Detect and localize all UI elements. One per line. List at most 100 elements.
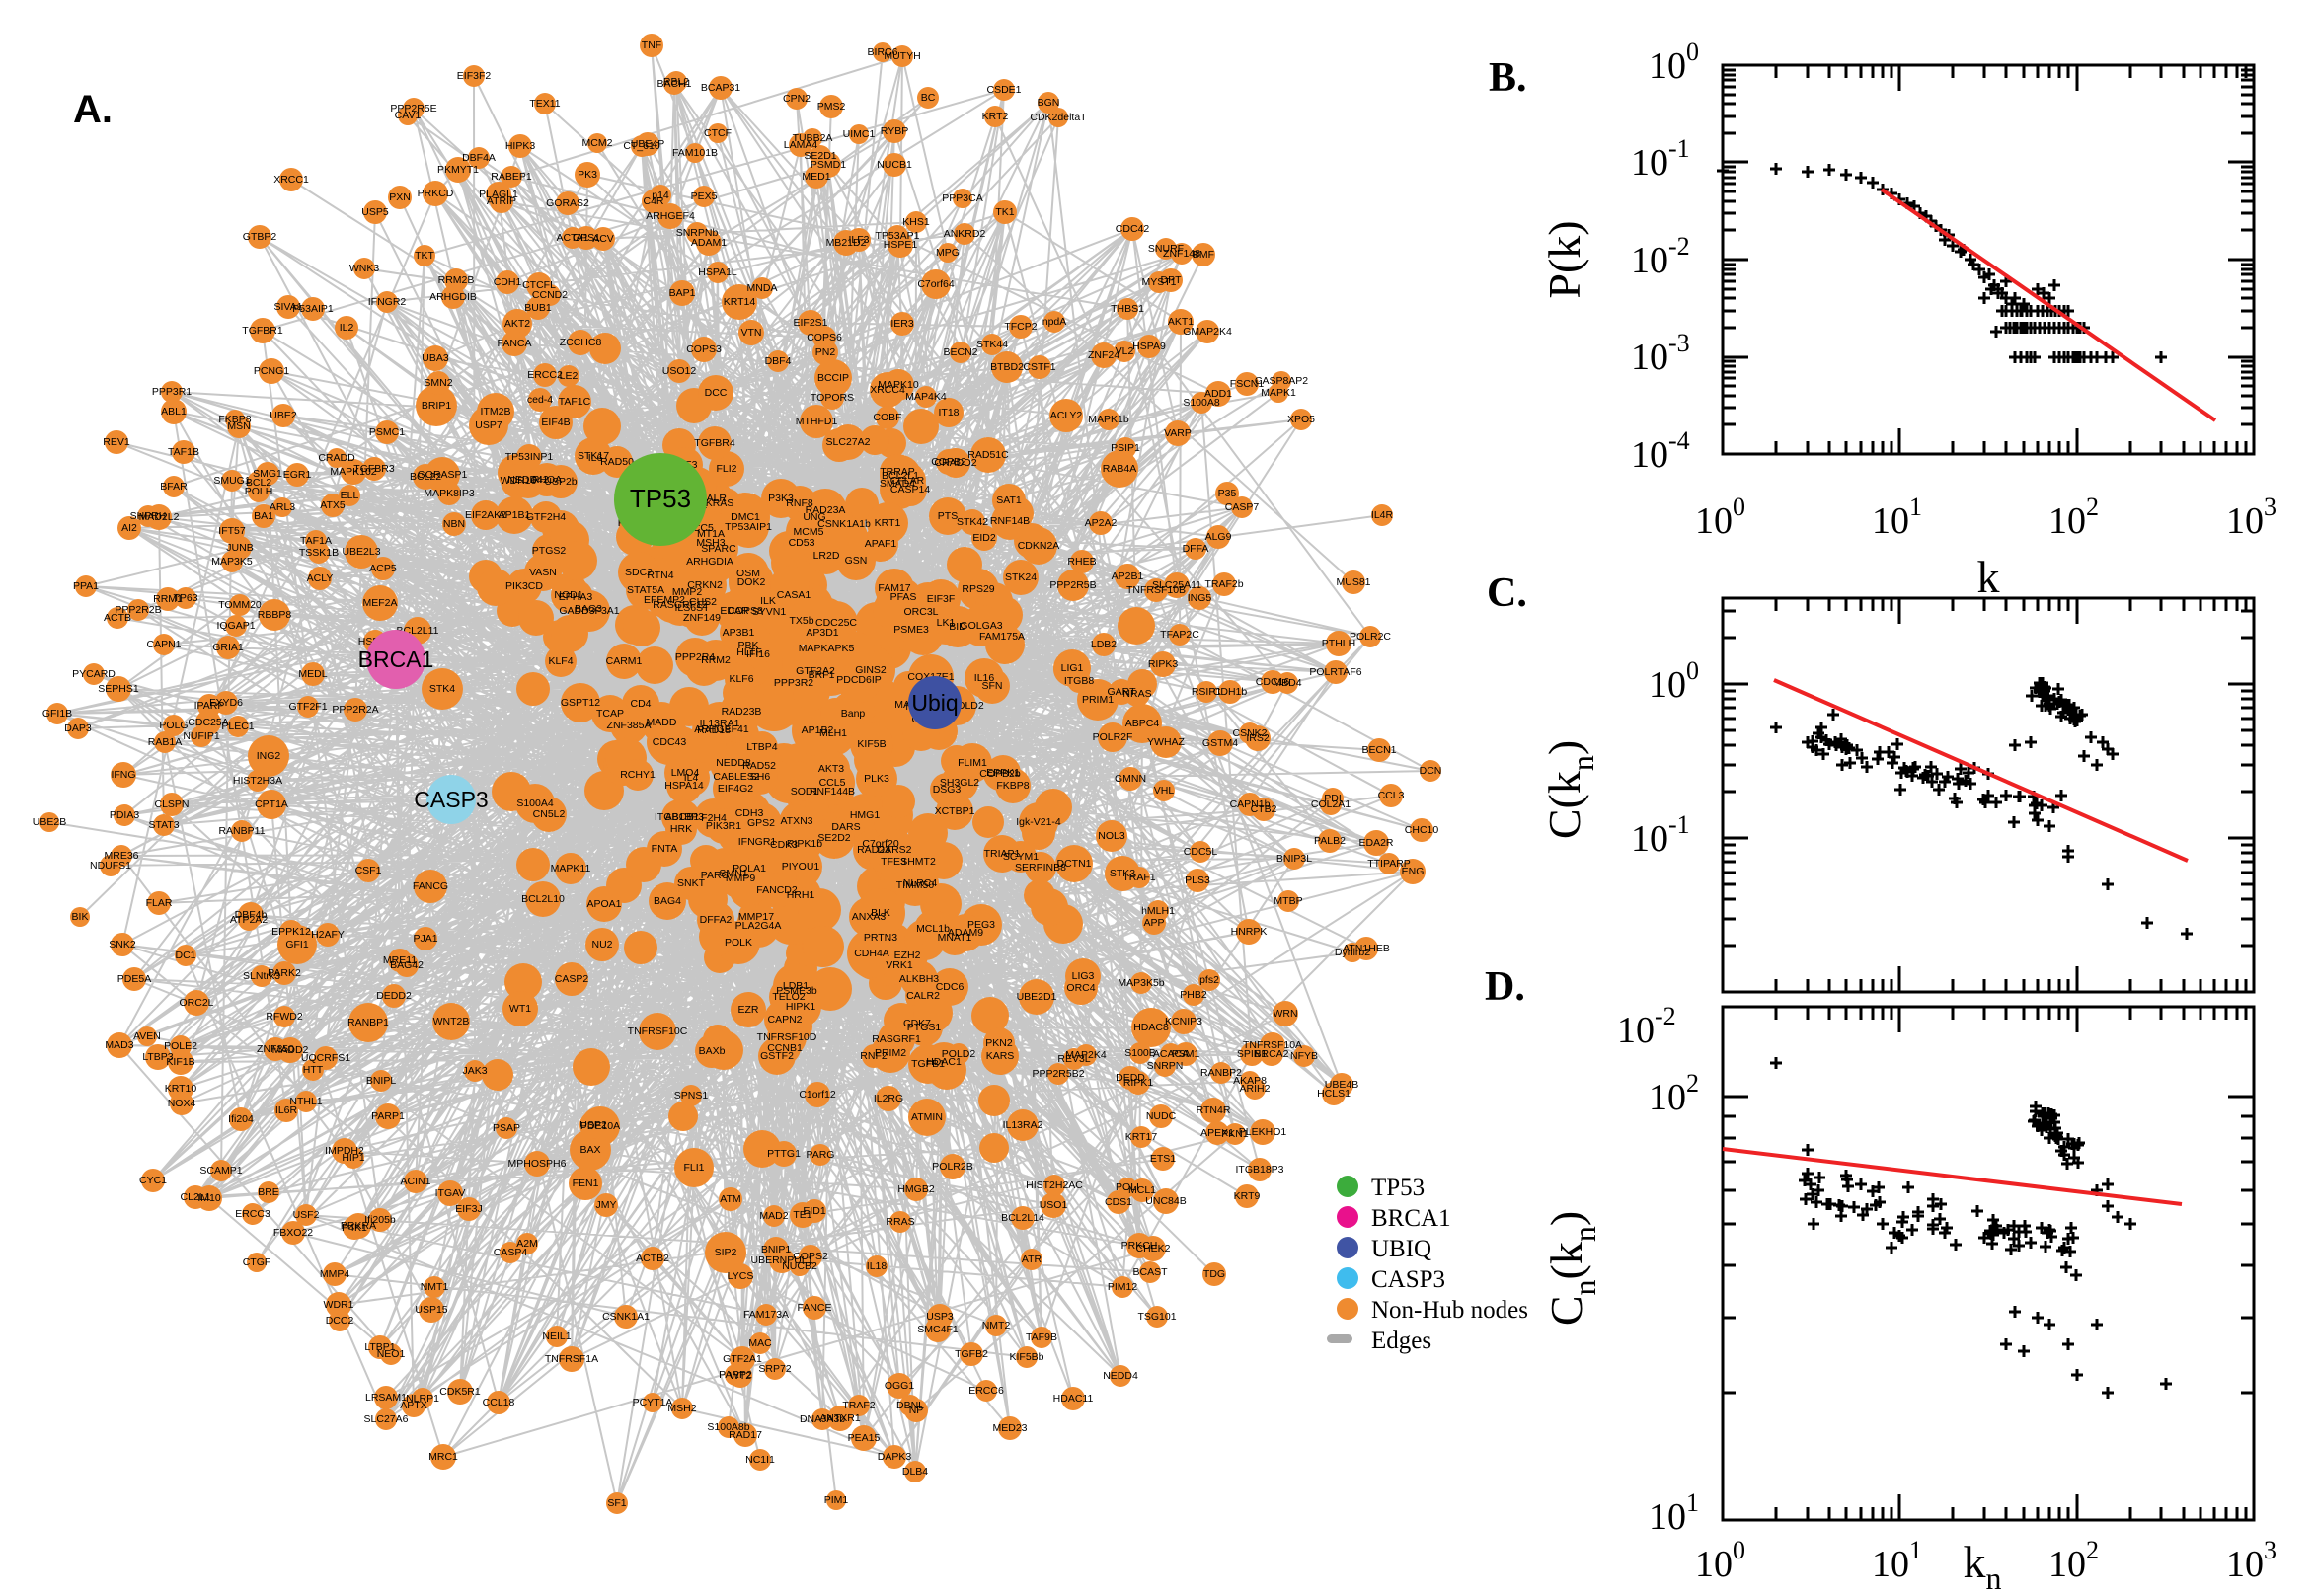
svg-text:RAD18: RAD18 [697, 724, 731, 736]
svg-text:HTT: HTT [303, 1064, 324, 1076]
svg-text:CDKN2A: CDKN2A [1018, 540, 1060, 552]
svg-text:TNFRSF10D: TNFRSF10D [757, 1031, 817, 1043]
svg-text:MUTYH: MUTYH [884, 50, 920, 62]
svg-text:RFWD2: RFWD2 [266, 1011, 302, 1023]
svg-text:CDC5L: CDC5L [1184, 846, 1218, 858]
svg-text:ZNF149: ZNF149 [683, 612, 721, 624]
svg-text:IQGAP1: IQGAP1 [216, 620, 255, 632]
svg-text:BMF: BMF [1193, 249, 1214, 261]
svg-text:PDCD6IP: PDCD6IP [836, 674, 882, 686]
svg-text:A.: A. [73, 88, 113, 131]
svg-text:ZNF385A: ZNF385A [607, 720, 652, 731]
svg-text:MEF2A: MEF2A [362, 597, 397, 609]
svg-text:ITGAV: ITGAV [435, 1187, 466, 1199]
svg-text:ITM2B: ITM2B [481, 406, 511, 418]
svg-text:EIF2AK2: EIF2AK2 [465, 509, 506, 521]
svg-text:NMT2: NMT2 [982, 1320, 1011, 1331]
svg-text:RAD52: RAD52 [742, 760, 776, 772]
svg-text:TGFB2: TGFB2 [955, 1348, 988, 1360]
svg-text:EZR: EZR [738, 1004, 759, 1016]
svg-text:DAPK3: DAPK3 [878, 1451, 912, 1463]
svg-text:FAM17: FAM17 [878, 582, 910, 594]
svg-text:CFLAR: CFLAR [890, 475, 925, 487]
svg-text:RTN4R: RTN4R [1197, 1104, 1231, 1116]
svg-text:FANCG: FANCG [413, 880, 448, 892]
svg-text:MTBP: MTBP [1274, 895, 1302, 907]
svg-text:PBK: PBK [737, 640, 758, 651]
svg-text:NLRP1: NLRP1 [406, 1393, 439, 1405]
svg-text:SPIN1: SPIN1 [1237, 1048, 1268, 1060]
svg-text:CDC43: CDC43 [653, 736, 687, 748]
svg-text:MADD: MADD [647, 717, 677, 728]
svg-text:EPHA3: EPHA3 [559, 591, 593, 603]
svg-text:KLF6: KLF6 [729, 673, 753, 685]
svg-text:EDAR: EDAR [720, 605, 749, 617]
svg-text:COL2A1: COL2A1 [1311, 798, 1351, 810]
svg-text:GTF2A1: GTF2A1 [723, 1353, 762, 1365]
svg-text:CRADD: CRADD [318, 452, 355, 464]
svg-text:CDC25C: CDC25C [815, 617, 857, 629]
svg-text:RRM2B: RRM2B [438, 274, 475, 286]
svg-text:PLS3: PLS3 [1185, 874, 1210, 886]
svg-text:MRC1: MRC1 [428, 1451, 458, 1463]
svg-text:SLC25A11: SLC25A11 [1152, 579, 1201, 591]
svg-text:AKAP8: AKAP8 [1233, 1075, 1267, 1087]
svg-text:C7orf20: C7orf20 [862, 838, 899, 850]
svg-text:VRK1: VRK1 [886, 959, 913, 971]
svg-text:FAM173A: FAM173A [743, 1309, 789, 1321]
svg-text:RRM2: RRM2 [701, 654, 731, 666]
svg-text:NUCB1: NUCB1 [877, 159, 912, 171]
svg-text:CDC25A: CDC25A [188, 717, 228, 728]
svg-text:LE2: LE2 [560, 370, 579, 382]
svg-text:RANBP2: RANBP2 [1200, 1067, 1242, 1079]
svg-text:LYCS: LYCS [728, 1270, 754, 1282]
svg-text:ACLY2: ACLY2 [1050, 410, 1083, 421]
svg-text:TOPORS: TOPORS [811, 392, 854, 404]
svg-text:SCYM1: SCYM1 [1003, 851, 1039, 863]
svg-text:COPB2: COPB2 [931, 456, 966, 468]
svg-text:BGN: BGN [1038, 97, 1060, 109]
svg-text:TX5b: TX5b [789, 615, 813, 627]
svg-text:LR2D: LR2D [813, 550, 840, 562]
svg-text:DEDD: DEDD [1116, 1072, 1145, 1084]
svg-text:PSMC1: PSMC1 [369, 426, 405, 438]
svg-text:WRN: WRN [1273, 1008, 1297, 1020]
svg-text:NU2: NU2 [591, 939, 612, 950]
svg-text:BIK: BIK [72, 911, 89, 923]
svg-text:APTX: APTX [400, 1400, 426, 1411]
svg-text:NLRC4: NLRC4 [903, 877, 938, 889]
svg-text:10-4: 10-4 [1631, 426, 1690, 476]
svg-text:PCYT1A: PCYT1A [633, 1397, 673, 1408]
svg-text:DBNL: DBNL [896, 1400, 924, 1411]
svg-text:GPS2: GPS2 [747, 817, 775, 829]
svg-text:TP53: TP53 [1371, 1175, 1425, 1201]
svg-text:PKN1: PKN1 [1221, 1128, 1249, 1140]
svg-text:CTGF: CTGF [243, 1256, 271, 1268]
svg-text:CCL3: CCL3 [1378, 790, 1405, 801]
svg-text:ANXA3: ANXA3 [852, 911, 887, 923]
svg-text:GFI1B: GFI1B [42, 708, 72, 720]
svg-text:Ubiq: Ubiq [911, 690, 958, 716]
svg-text:PTGS2: PTGS2 [532, 545, 567, 557]
svg-text:CDS1: CDS1 [1105, 1196, 1132, 1208]
svg-text:PPP2R2B: PPP2R2B [115, 604, 161, 616]
svg-text:UBE2B: UBE2B [33, 816, 66, 828]
svg-text:Ifi204: Ifi204 [228, 1113, 254, 1125]
svg-text:MYST1: MYST1 [1141, 276, 1176, 288]
svg-text:IFT57: IFT57 [218, 525, 246, 537]
svg-text:PRKCD: PRKCD [418, 188, 454, 199]
svg-text:CPN2: CPN2 [783, 93, 811, 105]
svg-text:IL18: IL18 [867, 1260, 888, 1272]
svg-text:PSM1: PSM1 [1172, 1048, 1200, 1060]
svg-text:FANCA: FANCA [497, 338, 531, 349]
svg-text:YWHAZ: YWHAZ [1147, 736, 1186, 748]
svg-text:BCL2L10: BCL2L10 [521, 893, 565, 905]
svg-text:LMO4: LMO4 [671, 767, 700, 779]
svg-text:POLR2F: POLR2F [1093, 731, 1133, 743]
svg-text:SHPRH: SHPRH [130, 510, 167, 522]
svg-text:NBN: NBN [443, 518, 465, 530]
svg-text:BECN2: BECN2 [943, 346, 977, 358]
svg-text:PHB2: PHB2 [1180, 989, 1207, 1001]
svg-text:COPS3: COPS3 [686, 343, 722, 355]
svg-text:NC1I1: NC1I1 [745, 1454, 775, 1466]
